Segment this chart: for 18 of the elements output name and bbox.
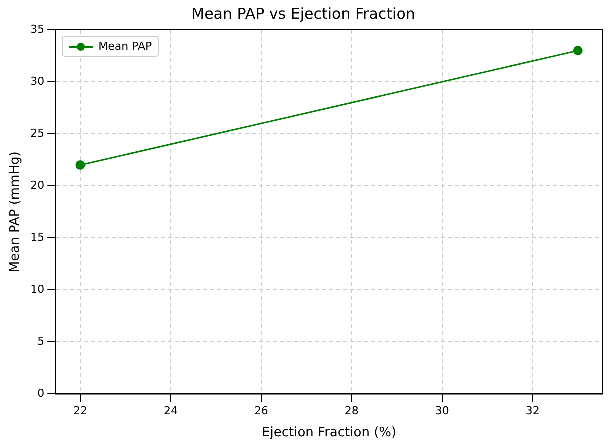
y-tick-label: 30 bbox=[30, 74, 45, 88]
x-tick-label: 26 bbox=[254, 404, 268, 418]
y-tick-label: 15 bbox=[30, 230, 45, 244]
chart-title: Mean PAP vs Ejection Fraction bbox=[192, 4, 416, 23]
x-axis-title: Ejection Fraction (%) bbox=[262, 426, 397, 441]
y-axis-title: Mean PAP (mmHg) bbox=[8, 152, 24, 273]
x-tick-label: 28 bbox=[344, 404, 359, 418]
y-tick-label: 10 bbox=[30, 283, 45, 296]
y-tick-label: 20 bbox=[30, 178, 45, 192]
y-tick-label: 25 bbox=[30, 126, 45, 140]
y-tick-label: 5 bbox=[38, 335, 45, 348]
x-tick-label: 32 bbox=[526, 404, 540, 418]
y-tick-label: 0 bbox=[38, 387, 45, 400]
x-tick-label: 30 bbox=[435, 404, 450, 418]
y-tick-label: 35 bbox=[30, 22, 45, 36]
legend-label: Mean PAP bbox=[98, 40, 152, 53]
x-tick-label: 24 bbox=[164, 404, 178, 418]
x-tick-label: 22 bbox=[73, 404, 88, 418]
